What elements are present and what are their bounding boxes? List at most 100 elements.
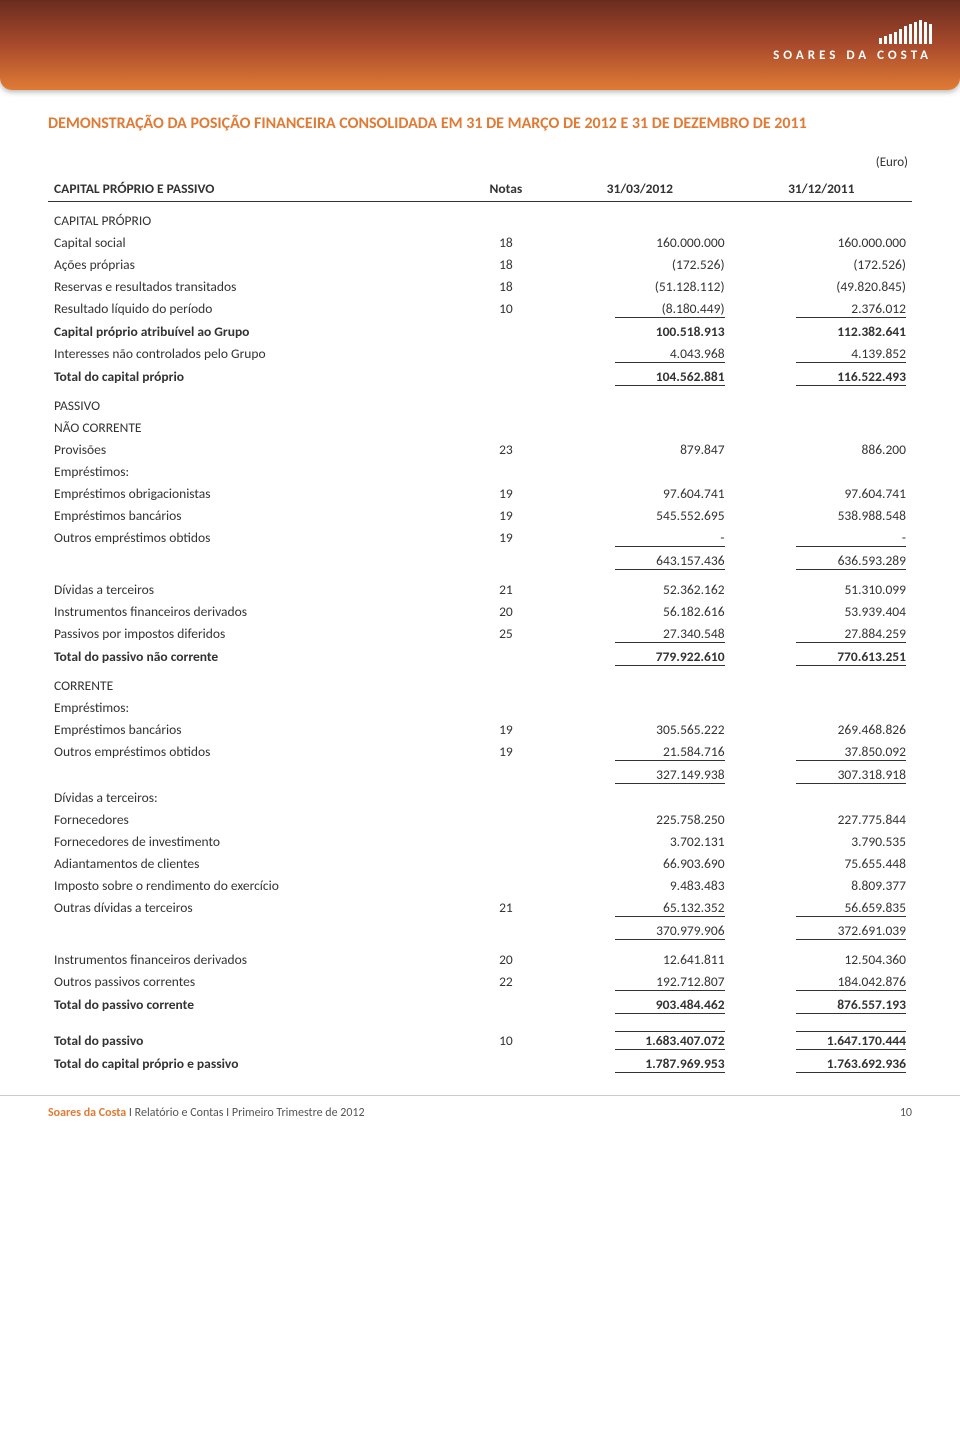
table-row: Total do capital próprio e passivo1.787.…: [48, 1052, 912, 1075]
row-value-2: 770.613.251: [731, 645, 912, 668]
table-row: Capital social18160.000.000160.000.000: [48, 231, 912, 253]
row-value-1: 104.562.881: [549, 365, 730, 388]
row-note: [463, 645, 549, 668]
row-value-2: 538.988.548: [731, 504, 912, 526]
row-note: 21: [463, 896, 549, 919]
row-note: [463, 919, 549, 942]
row-value-1: 12.641.811: [549, 948, 730, 970]
row-note: [463, 201, 549, 231]
row-note: [463, 549, 549, 572]
row-value-1: 21.584.716: [549, 740, 730, 763]
table-header-row: CAPITAL PRÓPRIO E PASSIVO Notas 31/03/20…: [48, 176, 912, 202]
row-label: Interesses não controlados pelo Grupo: [48, 342, 463, 365]
row-value-1: 643.157.436: [549, 549, 730, 572]
row-label: Capital social: [48, 231, 463, 253]
row-label: Total do capital próprio: [48, 365, 463, 388]
document-title: DEMONSTRAÇÃO DA POSIÇÃO FINANCEIRA CONSO…: [48, 114, 912, 135]
table-row: Outros empréstimos obtidos19--: [48, 526, 912, 549]
row-label: Fornecedores de investimento: [48, 830, 463, 852]
row-value-2: 8.809.377: [731, 874, 912, 896]
table-row: NÃO CORRENTE: [48, 416, 912, 438]
row-value-2: [731, 201, 912, 231]
row-note: 21: [463, 578, 549, 600]
document-body: DEMONSTRAÇÃO DA POSIÇÃO FINANCEIRA CONSO…: [0, 114, 960, 1095]
row-value-1: 225.758.250: [549, 808, 730, 830]
footer-text: Soares da Costa I Relatório e Contas I P…: [48, 1106, 365, 1120]
table-row: CAPITAL PRÓPRIO: [48, 201, 912, 231]
row-note: [463, 342, 549, 365]
row-value-2: 307.318.918: [731, 763, 912, 786]
row-note: 25: [463, 622, 549, 645]
row-value-1: (172.526): [549, 253, 730, 275]
row-label: Outros empréstimos obtidos: [48, 740, 463, 763]
row-note: [463, 365, 549, 388]
table-row: Dívidas a terceiros:: [48, 786, 912, 808]
row-value-2: [731, 696, 912, 718]
row-note: 19: [463, 718, 549, 740]
table-row: Empréstimos bancários19305.565.222269.46…: [48, 718, 912, 740]
table-row: Ações próprias18(172.526)(172.526): [48, 253, 912, 275]
col-header-period1: 31/03/2012: [549, 176, 730, 202]
row-note: 19: [463, 526, 549, 549]
row-note: [463, 320, 549, 342]
row-note: [463, 993, 549, 1016]
row-value-1: 1.787.969.953: [549, 1052, 730, 1075]
row-value-1: 52.362.162: [549, 578, 730, 600]
row-note: 18: [463, 275, 549, 297]
row-value-1: (51.128.112): [549, 275, 730, 297]
row-value-2: 97.604.741: [731, 482, 912, 504]
row-value-2: 636.593.289: [731, 549, 912, 572]
row-value-1: [549, 674, 730, 696]
col-header-period2: 31/12/2011: [731, 176, 912, 202]
row-label: Outros empréstimos obtidos: [48, 526, 463, 549]
page-number: 10: [900, 1106, 912, 1120]
row-value-1: [549, 416, 730, 438]
row-value-2: [731, 394, 912, 416]
table-row: Total do capital próprio104.562.881116.5…: [48, 365, 912, 388]
row-value-2: 227.775.844: [731, 808, 912, 830]
row-value-1: [549, 460, 730, 482]
row-label: Imposto sobre o rendimento do exercício: [48, 874, 463, 896]
row-value-2: 56.659.835: [731, 896, 912, 919]
page-header: SOARES DA COSTA: [0, 0, 960, 90]
row-value-2: 886.200: [731, 438, 912, 460]
row-label: Empréstimos:: [48, 460, 463, 482]
row-value-2: [731, 786, 912, 808]
row-value-2: [731, 460, 912, 482]
row-note: [463, 394, 549, 416]
row-value-1: 56.182.616: [549, 600, 730, 622]
currency-note: (Euro): [48, 155, 912, 170]
row-note: 10: [463, 297, 549, 320]
row-value-1: 327.149.938: [549, 763, 730, 786]
table-row: Empréstimos:: [48, 696, 912, 718]
row-label: Total do passivo não corrente: [48, 645, 463, 668]
row-value-1: 65.132.352: [549, 896, 730, 919]
row-label: CAPITAL PRÓPRIO: [48, 201, 463, 231]
row-note: 20: [463, 948, 549, 970]
row-value-1: (8.180.449): [549, 297, 730, 320]
row-value-2: (49.820.845): [731, 275, 912, 297]
row-note: 23: [463, 438, 549, 460]
row-value-2: 37.850.092: [731, 740, 912, 763]
table-row: Instrumentos financeiros derivados2012.6…: [48, 948, 912, 970]
row-value-1: 779.922.610: [549, 645, 730, 668]
table-row: Total do passivo não corrente 779.922.610…: [48, 645, 912, 668]
logo-bars-icon: [773, 20, 932, 44]
row-value-2: 27.884.259: [731, 622, 912, 645]
row-label: [48, 919, 463, 942]
row-label: Fornecedores: [48, 808, 463, 830]
table-row: CORRENTE: [48, 674, 912, 696]
row-note: [463, 763, 549, 786]
row-value-1: 160.000.000: [549, 231, 730, 253]
row-label: Dívidas a terceiros: [48, 578, 463, 600]
row-label: PASSIVO: [48, 394, 463, 416]
row-note: [463, 874, 549, 896]
table-row: Empréstimos obrigacionistas1997.604.7419…: [48, 482, 912, 504]
row-note: [463, 808, 549, 830]
row-value-2: 1.647.170.444: [731, 1028, 912, 1052]
row-note: [463, 786, 549, 808]
row-label: Total do passivo corrente: [48, 993, 463, 1016]
table-row: Capital próprio atribuível ao Grupo100.5…: [48, 320, 912, 342]
row-value-1: 545.552.695: [549, 504, 730, 526]
row-label: Empréstimos bancários: [48, 504, 463, 526]
